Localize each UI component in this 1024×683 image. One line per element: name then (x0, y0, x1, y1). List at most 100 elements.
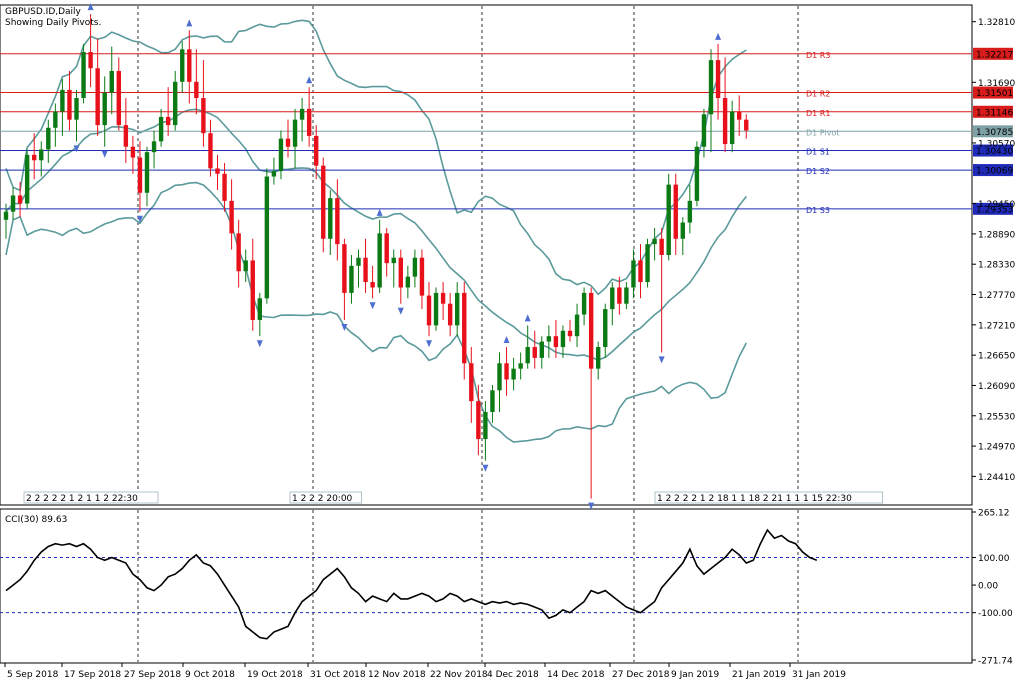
y-tick-label: 1.29450 (978, 200, 1015, 210)
candle-body (645, 244, 650, 283)
cci-pane-frame (0, 508, 973, 664)
candle-body (539, 341, 544, 358)
candle-body (271, 171, 277, 177)
candle-body (144, 152, 150, 193)
x-tick-label: 27 Dec 2018 (612, 670, 670, 680)
candle-body (560, 330, 566, 348)
candle-body (208, 133, 213, 169)
candle-body (433, 292, 439, 326)
candles (3, 14, 749, 499)
candle-body (88, 52, 93, 69)
fractal-down-arrow (482, 464, 489, 472)
pivot-price-box (973, 105, 1013, 118)
candle-body (95, 68, 100, 126)
candle-body (511, 368, 516, 380)
candle-body (370, 282, 375, 288)
candle-body (201, 98, 206, 134)
candle-body (638, 260, 643, 283)
time-markers: 2 2 2 2 2 1 2 1 1 2 22:30 1 2 2 2 20:00 1 … (23, 491, 883, 504)
candle-body (490, 390, 495, 412)
y-tick-label: 1.30570 (978, 139, 1015, 149)
pivot-label: D1 R3 (806, 51, 830, 60)
fractal-up-arrow (87, 3, 94, 11)
x-tick-label: 12 Nov 2018 (368, 670, 426, 680)
pivot-price-label: 1.30069 (976, 167, 1013, 177)
time-marker-box (23, 491, 159, 504)
y-tick-label: 1.28890 (978, 230, 1015, 240)
candle-body (102, 92, 107, 126)
fractal-down-arrow (256, 340, 263, 348)
candle-body (285, 138, 291, 147)
candle-body (715, 60, 721, 99)
candle-body (342, 244, 347, 293)
candle-body (377, 233, 382, 288)
time-marker-box (654, 491, 883, 504)
pivot-price-label: 1.32217 (976, 50, 1013, 60)
candle-body (603, 309, 608, 348)
candle-body (321, 165, 326, 239)
main-pane-frame (0, 4, 973, 506)
candle-body (151, 141, 157, 153)
candle-body (81, 52, 86, 99)
pivot-price-box (973, 86, 1013, 99)
candle-body (349, 265, 354, 293)
y-tick-label: 1.27210 (978, 321, 1015, 331)
candle-body (123, 125, 129, 147)
x-tick-label: 27 Sep 2018 (124, 670, 181, 680)
pivot-price-box (973, 47, 1013, 60)
fractal-down-arrow (588, 502, 595, 510)
cci-indicator: CCI(30) 89.63 265.12 100.00 0.00 -100.00 -271… (0, 509, 1013, 667)
pivot-price-box (973, 164, 1013, 177)
candle-body (652, 238, 657, 245)
pivot-price-label: 1.31501 (976, 89, 1013, 99)
candle-body (299, 108, 305, 120)
y-tick-label: 1.24410 (978, 473, 1015, 483)
candle-body (659, 238, 664, 255)
pivot-price-label: 1.30430 (976, 147, 1013, 157)
candle-body (574, 314, 580, 337)
candle-body (215, 168, 220, 174)
candle-body (567, 330, 573, 337)
candle-body (447, 303, 453, 326)
pivot-price-label: 1.29353 (976, 205, 1013, 215)
y-tick-label: 1.27770 (978, 291, 1015, 301)
candle-body (708, 60, 714, 115)
candle-body (729, 111, 735, 145)
y-tick-label: 1.32810 (978, 18, 1015, 28)
x-tick-label: 14 Dec 2018 (547, 670, 605, 680)
pivot-label: D1 S1 (806, 148, 830, 157)
candle-body (405, 276, 411, 288)
pivot-price-box (973, 125, 1013, 138)
candle-body (737, 111, 742, 120)
fractal-up-arrow (306, 76, 313, 84)
y-tick-label: 1.25530 (978, 412, 1015, 422)
fractal-down-arrow (369, 302, 376, 310)
pivot-label: D1 Pivot (806, 128, 839, 137)
fractal-down-arrow (341, 323, 348, 331)
candle-body (67, 89, 72, 120)
fractal-up-arrow (186, 19, 193, 27)
candle-body (497, 363, 502, 391)
candle-body (440, 292, 446, 304)
candle-body (314, 135, 319, 166)
fractal-down-arrow (397, 307, 404, 315)
candle-body (596, 347, 601, 369)
candle-body (588, 292, 594, 369)
pivot-lines: D1 R3 D1 R2 D1 R1 D1 Pivot D1 S1 D1 S2 D1 S3 (0, 51, 972, 215)
candle-body (701, 114, 707, 147)
candle-body (624, 287, 629, 304)
symbol-title: GBPUSD.ID,Daily (5, 7, 82, 17)
candle-body (631, 260, 636, 288)
candle-body (130, 146, 136, 158)
candle-body (476, 401, 481, 440)
candle-body (194, 81, 199, 99)
x-tick-label: 9 Jan 2019 (671, 670, 719, 680)
fractal-arrows (73, 3, 722, 510)
x-tick-label: 22 Nov 2018 (430, 670, 488, 680)
fractal-down-arrow (426, 340, 432, 348)
cci-label: CCI(30) 89.63 (5, 515, 67, 525)
pivot-price-label: 1.31146 (976, 108, 1013, 118)
candle-body (532, 347, 537, 358)
candle-body (553, 336, 559, 348)
